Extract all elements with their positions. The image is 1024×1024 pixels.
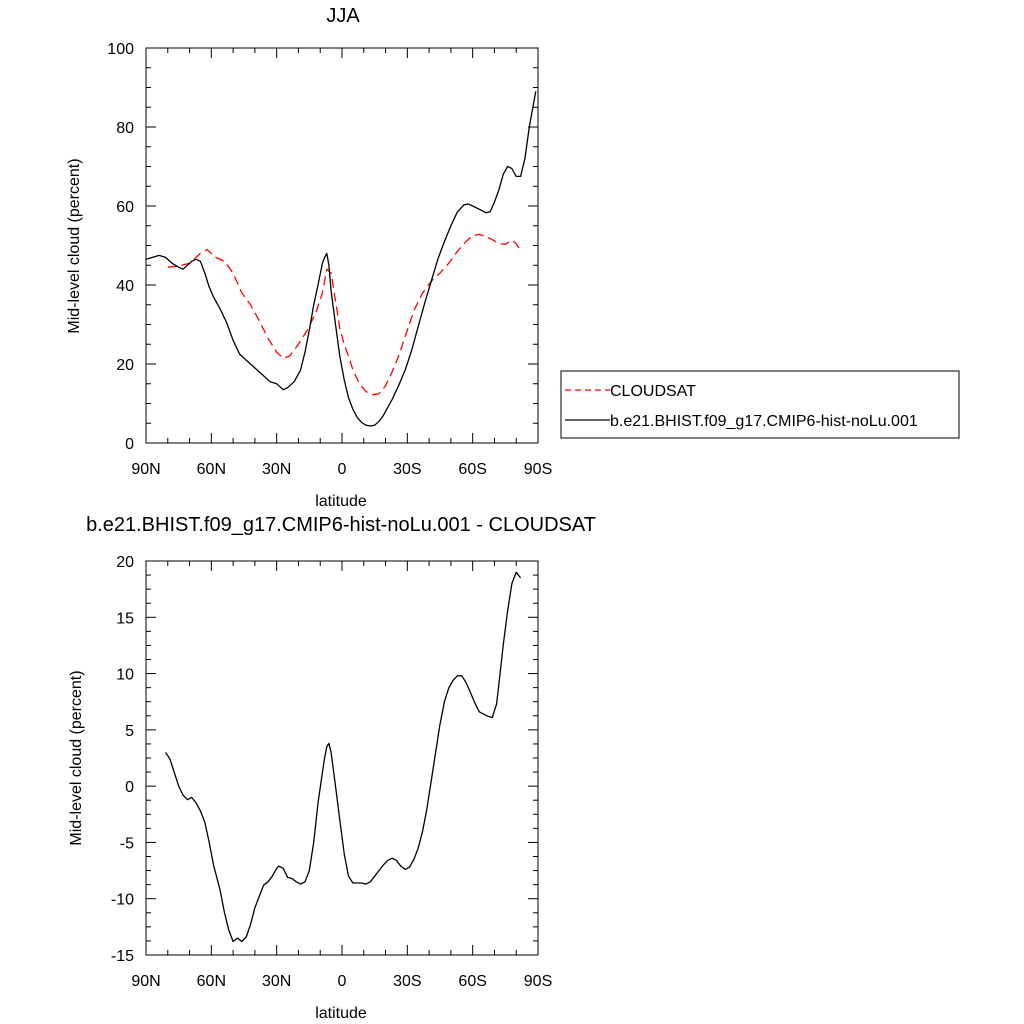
chart-bottom-ytick-label: -5	[120, 835, 134, 852]
chart-top-frame	[145, 47, 539, 444]
chart-bottom-plot-area: 90N 60N 30N 0 30S 60S 90S -15 -10 -5 0 5 10 15 20	[111, 554, 552, 990]
chart-top-title: JJA	[326, 5, 360, 27]
chart-bottom-ytick-label: 15	[116, 610, 134, 627]
chart-top-series-cloudsat	[167, 233, 522, 396]
chart-top-ytick-label: 60	[116, 199, 134, 216]
chart-bottom-xtick-label: 60S	[458, 973, 486, 990]
chart-top-ylabel: Mid-level cloud (percent)	[66, 158, 83, 333]
chart-bottom-series-difference	[165, 571, 522, 943]
chart-top-xtick-label: 30N	[262, 461, 291, 478]
chart-bottom-xtick-label: 60N	[197, 973, 226, 990]
chart-top-xtick-label: 90N	[131, 461, 160, 478]
chart-bottom: b.e21.BHIST.f09_g17.CMIP6-hist-noLu.001 …	[68, 514, 596, 1022]
chart-top-xtick-label: 60N	[197, 461, 226, 478]
chart-bottom-ytick-label: -10	[111, 892, 134, 909]
chart-top-xlabel: latitude	[315, 493, 367, 510]
chart-bottom-ylabel: Mid-level cloud (percent)	[68, 670, 85, 845]
chart-top: JJA 90N 60N 30N 0 30S 60S 90S 0 20 40 60 80 100 Mid-…	[66, 5, 960, 510]
chart-bottom-ytick-label: 10	[116, 667, 134, 684]
chart-top-series-b-e21-bhist-f09-g17-cmip6-hist-nolu-001	[145, 91, 537, 427]
chart-bottom-xlabel: latitude	[315, 1005, 367, 1022]
chart-bottom-xtick-label: 0	[338, 973, 347, 990]
chart-top-plot-area: 90N 60N 30N 0 30S 60S 90S 0 20 40 60 80 100	[107, 41, 552, 478]
chart-top-xtick-label: 60S	[458, 461, 486, 478]
chart-bottom-xtick-label: 30S	[393, 973, 421, 990]
chart-top-ytick-label: 40	[116, 278, 134, 295]
chart-bottom-title: b.e21.BHIST.f09_g17.CMIP6-hist-noLu.001 …	[86, 514, 596, 536]
chart-bottom-ytick-label: 20	[116, 554, 134, 571]
chart-top-xtick-label: 0	[338, 461, 347, 478]
chart-bottom-ytick-label: 5	[125, 723, 134, 740]
chart-bottom-xtick-label: 30N	[262, 973, 291, 990]
chart-bottom-xtick-label: 90N	[131, 973, 160, 990]
chart-top-ytick-label: 100	[107, 41, 134, 58]
legend-label-cloudsat: CLOUDSAT	[610, 383, 696, 400]
chart-top-ytick-label: 80	[116, 120, 134, 137]
chart-bottom-xtick-label: 90S	[524, 973, 552, 990]
chart-top-ytick-label: 0	[125, 436, 134, 453]
legend-label-model: b.e21.BHIST.f09_g17.CMIP6-hist-noLu.001	[610, 413, 918, 430]
chart-top-legend: CLOUDSAT b.e21.BHIST.f09_g17.CMIP6-hist-…	[560, 370, 960, 439]
chart-bottom-ytick-label: 0	[125, 779, 134, 796]
chart-bottom-ytick-label: -15	[111, 948, 134, 965]
chart-bottom-frame	[145, 560, 539, 956]
chart-top-ytick-label: 20	[116, 357, 134, 374]
legend-box	[560, 370, 960, 439]
chart-top-xtick-label: 30S	[393, 461, 421, 478]
chart-top-xtick-label: 90S	[524, 461, 552, 478]
